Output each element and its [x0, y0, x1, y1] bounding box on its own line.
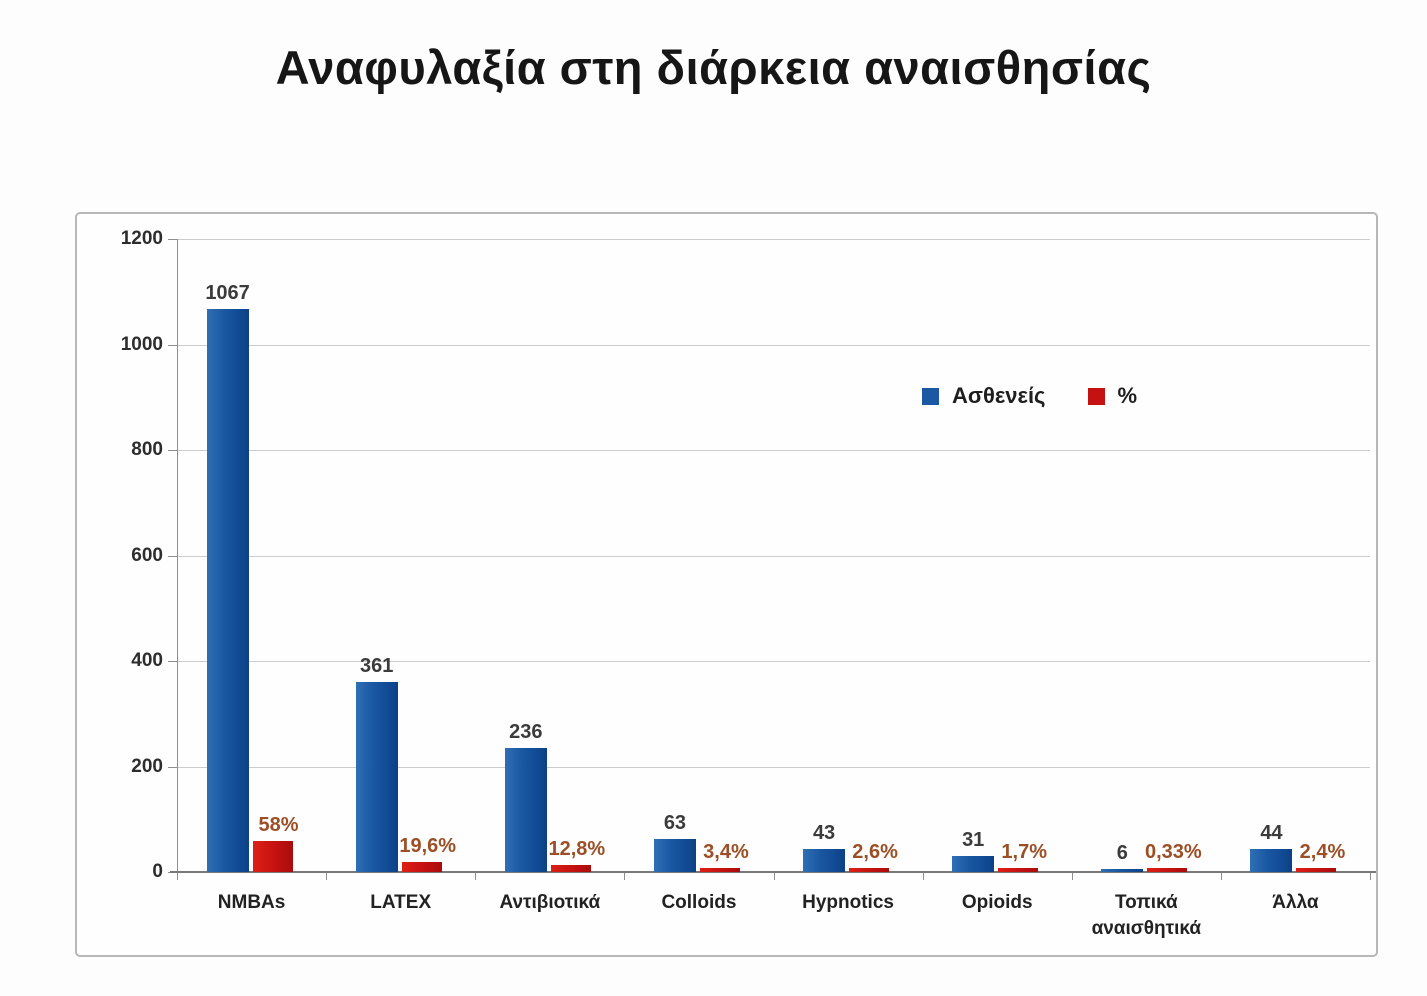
bar-percent-Άλλα	[1296, 868, 1337, 872]
bar-percent-LATEX	[401, 861, 442, 872]
x-axis-tick-mark	[475, 873, 477, 880]
x-axis-category-label: Opioids	[961, 892, 1033, 913]
legend-label-patients: Ασθενείς	[952, 383, 1046, 408]
bar-percent-Τοπικά αναισθητικά	[1147, 868, 1188, 872]
legend-swatch-patients-icon	[922, 387, 939, 405]
data-label-percent: 58%	[258, 814, 299, 837]
bar-percent-NMBAs	[252, 841, 293, 872]
y-axis-tick-mark	[168, 661, 177, 662]
y-axis-tick-mark	[168, 555, 177, 557]
data-label-percent: 3,4%	[703, 841, 749, 863]
legend-item-patients: Ασθενείς	[922, 383, 1046, 409]
chart-title: Αναφυλαξία στη διάρκεια αναισθησίας	[275, 41, 1152, 94]
data-label-percent: 12,8%	[548, 838, 606, 861]
bar-patients-Hypnotics	[803, 849, 846, 872]
x-axis-tick-mark	[922, 873, 924, 880]
x-axis-category-label: Hypnotics	[802, 892, 894, 913]
bar-percent-Hypnotics	[849, 868, 890, 872]
x-axis-tick-mark	[1220, 873, 1222, 880]
y-axis-tick-mark	[168, 239, 177, 240]
gridline-800	[177, 450, 1370, 451]
y-axis-tick-label: 400	[131, 650, 163, 671]
legend-item-percent: %	[1087, 383, 1138, 409]
chart-container: Ασθενείς % 0 200 400 600 800 1000 1200 1067 58% N…	[75, 212, 1378, 957]
gridline-1200	[177, 239, 1370, 240]
x-axis-category-label: Τοπικά αναισθητικά	[1091, 892, 1202, 939]
data-label-percent: 2,6%	[852, 841, 898, 863]
bar-percent-Opioids	[998, 868, 1039, 872]
data-label-patients: 361	[360, 654, 394, 677]
bar-patients-Τοπικά αναισθητικά	[1101, 868, 1144, 872]
bar-patients-LATEX	[355, 681, 398, 872]
bar-patients-Άλλα	[1250, 848, 1293, 872]
data-label-patients: 6	[1116, 841, 1128, 864]
bar-patients-NMBAs	[206, 309, 249, 872]
x-axis-tick-mark	[624, 873, 626, 880]
legend-swatch-percent-icon	[1087, 387, 1105, 405]
data-label-percent: 2,4%	[1299, 841, 1346, 863]
y-axis-tick-label: 800	[131, 439, 163, 460]
y-axis-tick-label: 1000	[120, 333, 163, 355]
gridline-600	[177, 555, 1370, 557]
data-label-patients: 43	[812, 822, 836, 845]
x-axis-tick-mark	[773, 873, 775, 880]
y-axis-tick-mark	[168, 450, 177, 451]
x-axis-tick-mark	[326, 873, 328, 880]
data-label-patients: 236	[509, 720, 543, 743]
y-axis-tick-label: 0	[152, 861, 163, 882]
bar-percent-Αντιβιοτικά	[550, 865, 591, 872]
data-label-percent: 0,33%	[1144, 841, 1202, 863]
bar-patients-Opioids	[952, 855, 995, 872]
gridline-200	[177, 766, 1370, 768]
x-axis-category-label: Colloids	[661, 892, 737, 913]
data-label-patients: 1067	[205, 282, 250, 305]
data-label-percent: 1,7%	[1001, 841, 1047, 863]
bar-patients-Αντιβιοτικά	[504, 747, 547, 872]
y-axis-tick-label: 600	[131, 544, 163, 566]
x-axis-category-label: NMBAs	[217, 892, 286, 913]
data-label-patients: 31	[962, 828, 985, 851]
legend: Ασθενείς %	[922, 383, 1137, 409]
bar-percent-Colloids	[699, 868, 740, 872]
y-axis-tick-mark	[168, 344, 177, 346]
legend-label-percent: %	[1117, 383, 1138, 408]
x-axis-category-label: Άλλα	[1272, 892, 1319, 913]
x-axis-tick-mark	[177, 873, 178, 880]
gridline-400	[177, 661, 1370, 662]
bar-patients-Colloids	[653, 838, 696, 872]
data-label-patients: 44	[1260, 821, 1283, 844]
x-axis-tick-mark	[1370, 873, 1371, 880]
y-axis-line	[177, 239, 178, 872]
y-axis-tick-label: 200	[131, 755, 163, 777]
y-axis-tick-label: 1200	[120, 228, 163, 249]
y-axis-tick-mark	[168, 766, 177, 768]
x-axis-line	[170, 871, 1376, 873]
x-axis-category-label: Αντιβιοτικά	[499, 892, 601, 913]
data-label-percent: 19,6%	[399, 834, 457, 857]
data-label-patients: 63	[663, 811, 687, 834]
x-axis-tick-mark	[1071, 873, 1073, 880]
gridline-1000	[177, 344, 1370, 346]
x-axis-category-label: LATEX	[370, 892, 432, 913]
